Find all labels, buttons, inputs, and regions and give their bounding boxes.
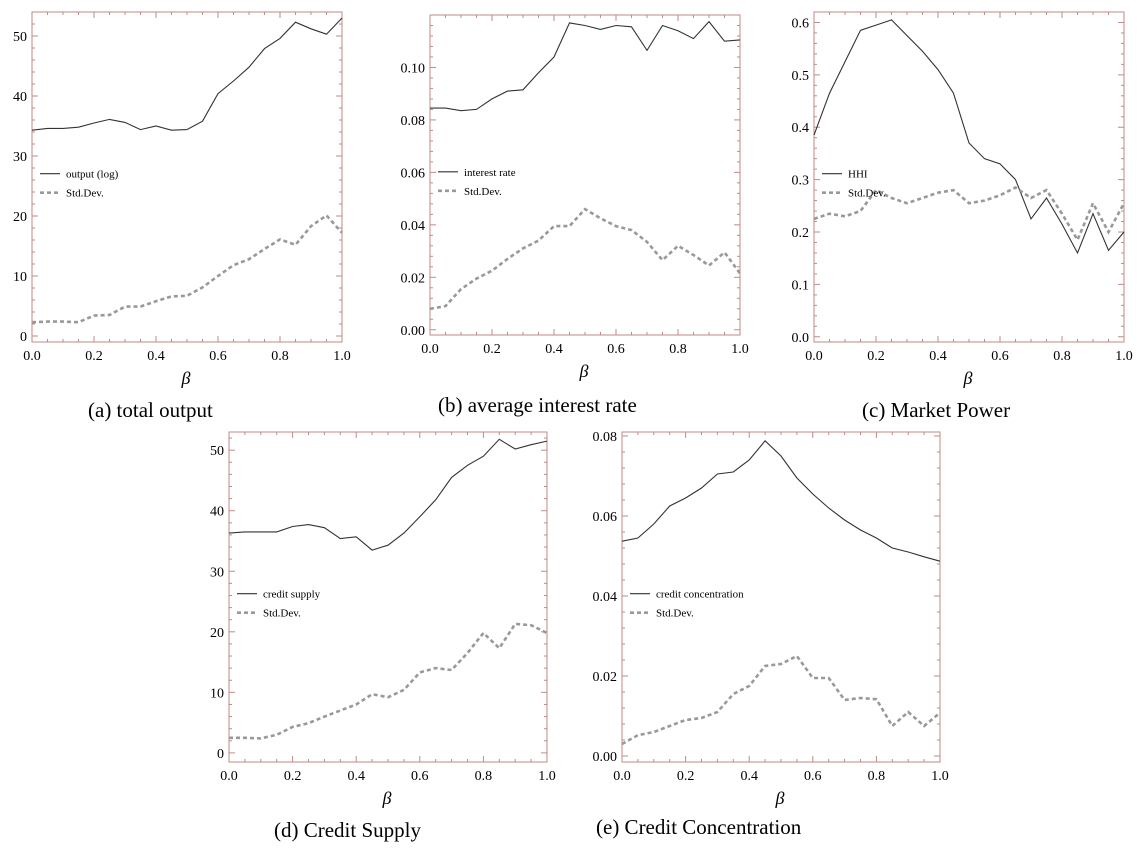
- y-tick-label: 30: [210, 565, 224, 580]
- y-tick-label: 20: [13, 210, 27, 225]
- x-tick-label: 0.8: [475, 769, 493, 784]
- y-tick-label: 40: [210, 505, 224, 520]
- y-tick-label: 20: [210, 626, 224, 641]
- y-tick-label: 0.02: [593, 670, 618, 685]
- y-tick-label: 40: [13, 90, 27, 105]
- x-tick-label: 0.0: [421, 342, 439, 357]
- series-line-stddev: [31, 213, 343, 324]
- y-tick-label: 0.08: [401, 114, 426, 129]
- y-tick-label: 10: [210, 686, 224, 701]
- x-tick-label: 1.0: [931, 769, 949, 784]
- y-tick-label: 0.6: [792, 16, 810, 31]
- series-line-stddev: [229, 622, 548, 740]
- caption-c: (c) Market Power: [862, 398, 1011, 422]
- chart-a: 0.0 0.2 0.4 0.6 0.8 1.0 0 10 20 30 40 50 β output (lo…: [13, 11, 351, 388]
- x-tick-label: 0.2: [85, 349, 103, 364]
- x-tick-label: 0.0: [613, 769, 631, 784]
- x-tick-label: 0.2: [284, 769, 302, 784]
- x-tick-label: 1.0: [1115, 349, 1133, 364]
- y-tick-label: 0.3: [792, 174, 810, 189]
- chart-b: 0.0 0.2 0.4 0.6 0.8 1.0 0.00 0.02 0.04 0.06 0.08 0.…: [401, 14, 749, 381]
- x-tick-label: 1.0: [731, 342, 749, 357]
- x-tick-label: 0.4: [545, 342, 563, 357]
- x-tick-label: 0.6: [209, 349, 227, 364]
- y-tick-label: 0.06: [593, 510, 618, 525]
- x-tick-label: 0.8: [868, 769, 886, 784]
- series-line-stddev: [429, 207, 742, 311]
- x-tick-label: 0.6: [804, 769, 822, 784]
- caption-e: (e) Credit Concentration: [596, 815, 802, 839]
- chart-d: 0.0 0.2 0.4 0.6 0.8 1.0 0 10 20 30 40 50 β credit sup…: [210, 431, 556, 808]
- legend-label: HHI: [848, 169, 868, 181]
- y-tick-label: 30: [13, 150, 27, 165]
- x-axis-label: β: [382, 788, 392, 808]
- caption-d: (d) Credit Supply: [274, 818, 421, 842]
- x-tick-label: 0.2: [677, 769, 695, 784]
- x-tick-label: 0.2: [483, 342, 501, 357]
- chart-c: 0.0 0.2 0.4 0.6 0.8 1.0 0.0 0.1 0.2 0.3 0.4 0.5 0.6 β…: [792, 11, 1133, 388]
- legend-label: credit concentration: [656, 589, 744, 601]
- y-tick-label: 0.2: [792, 226, 810, 241]
- x-tick-label: 0.0: [23, 349, 41, 364]
- x-axis-label: β: [579, 361, 589, 381]
- x-tick-label: 0.6: [991, 349, 1009, 364]
- y-tick-label: 10: [13, 270, 27, 285]
- x-tick-label: 0.6: [411, 769, 429, 784]
- legend-label: Std.Dev.: [848, 188, 886, 200]
- x-tick-label: 0.8: [669, 342, 687, 357]
- x-tick-label: 0.4: [347, 769, 365, 784]
- x-tick-label: 0.4: [740, 769, 758, 784]
- legend-label: Std.Dev.: [263, 608, 301, 620]
- x-tick-label: 0.0: [220, 769, 238, 784]
- y-tick-label: 0.02: [401, 271, 426, 286]
- x-tick-label: 0.4: [147, 349, 165, 364]
- legend-label: interest rate: [464, 167, 516, 179]
- series-line-stddev: [813, 185, 1126, 243]
- y-tick-label: 0.10: [401, 61, 426, 76]
- x-tick-label: 1.0: [538, 769, 556, 784]
- legend-label: output (log): [66, 169, 119, 181]
- legend-label: Std.Dev.: [66, 188, 104, 200]
- y-tick-label: 0.08: [593, 430, 618, 445]
- y-tick-label: 0.0: [792, 331, 810, 346]
- y-tick-label: 0.00: [593, 750, 618, 765]
- y-tick-label: 0.04: [401, 219, 426, 234]
- x-axis-label: β: [775, 788, 785, 808]
- x-tick-label: 0.2: [867, 349, 885, 364]
- y-tick-label: 50: [13, 30, 27, 45]
- chart-e: 0.0 0.2 0.4 0.6 0.8 1.0 0.00 0.02 0.04 0.06 0.08 β c…: [593, 430, 949, 808]
- caption-a: (a) total output: [88, 398, 213, 422]
- y-tick-label: 50: [210, 444, 224, 459]
- y-tick-label: 0.5: [792, 69, 810, 84]
- series-line-main: [31, 17, 343, 131]
- series-line-main: [430, 20, 741, 112]
- y-tick-label: 0.04: [593, 590, 618, 605]
- legend-label: credit supply: [263, 589, 321, 601]
- y-tick-label: 0.06: [401, 166, 426, 181]
- x-tick-label: 0.8: [271, 349, 289, 364]
- x-tick-label: 0.8: [1053, 349, 1071, 364]
- caption-b: (b) average interest rate: [438, 393, 637, 417]
- y-tick-label: 0.1: [792, 278, 810, 293]
- y-tick-label: 0.4: [792, 121, 810, 136]
- series-line-main: [228, 438, 548, 551]
- x-axis-label: β: [963, 368, 973, 388]
- series-line-stddev: [621, 654, 941, 746]
- legend-label: Std.Dev.: [656, 608, 694, 620]
- series-line-main: [813, 19, 1125, 255]
- x-tick-label: 0.0: [805, 349, 823, 364]
- legend-label: Std.Dev.: [464, 186, 502, 198]
- x-tick-label: 0.6: [607, 342, 625, 357]
- x-axis-label: β: [181, 368, 191, 388]
- y-tick-label: 0.00: [401, 324, 426, 339]
- y-tick-label: 0: [20, 330, 27, 345]
- y-tick-label: 0: [217, 747, 224, 762]
- series-line-main: [621, 439, 941, 562]
- x-tick-label: 1.0: [333, 349, 351, 364]
- x-tick-label: 0.4: [929, 349, 947, 364]
